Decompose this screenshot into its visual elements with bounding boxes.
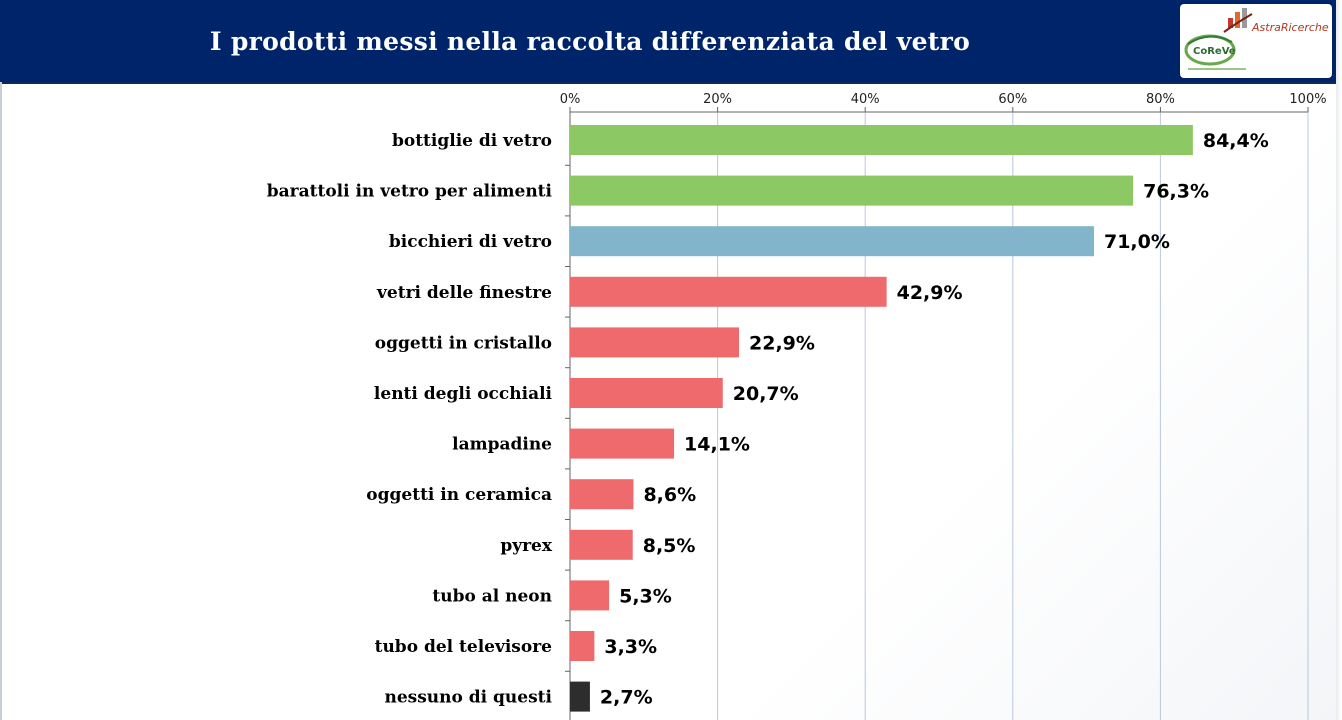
slide-right-border <box>1336 0 1342 720</box>
category-label: pyrex <box>500 536 553 556</box>
research-logo-text: AstraRicerche <box>1251 21 1329 34</box>
bar <box>570 226 1094 257</box>
category-label: vetri delle finestre <box>376 283 552 303</box>
logo-box: AstraRicerche CoReVe <box>1180 4 1332 78</box>
bar <box>570 327 740 358</box>
category-label: bicchieri di vetro <box>389 232 552 252</box>
bar <box>570 428 675 459</box>
data-label: 71,0% <box>1104 231 1170 253</box>
page-title: I prodotti messi nella raccolta differen… <box>209 27 971 56</box>
data-label: 42,9% <box>897 282 963 304</box>
coreve-logo-text: CoReVe <box>1193 46 1236 57</box>
x-tick-label: 80% <box>1146 92 1175 107</box>
header-bar: I prodotti messi nella raccolta differen… <box>0 0 1342 84</box>
x-tick-label: 40% <box>851 92 880 107</box>
data-label: 22,9% <box>749 332 815 354</box>
bar <box>570 681 590 712</box>
x-tick-label: 100% <box>1289 92 1326 107</box>
category-label: lampadine <box>452 435 552 455</box>
logos-graphic: AstraRicerche CoReVe <box>1184 8 1329 70</box>
category-label: tubo al neon <box>432 586 552 606</box>
x-tick-label: 20% <box>703 92 732 107</box>
data-label: 8,6% <box>643 484 696 506</box>
bar <box>570 631 595 661</box>
data-label: 5,3% <box>619 585 672 607</box>
data-label: 76,3% <box>1143 181 1209 203</box>
data-label: 20,7% <box>733 383 799 405</box>
bar <box>570 479 634 510</box>
bar <box>570 175 1134 206</box>
bar <box>570 378 723 408</box>
category-label: barattoli in vetro per alimenti <box>267 182 553 202</box>
category-label: oggetti in cristallo <box>375 333 552 353</box>
bar-chart-logo-icon <box>1223 8 1253 33</box>
category-label: nessuno di questi <box>384 688 552 708</box>
category-label: bottiglie di vetro <box>392 131 552 151</box>
data-label: 2,7% <box>600 687 653 709</box>
data-label: 3,3% <box>604 636 657 658</box>
bar <box>570 276 887 307</box>
category-label: oggetti in ceramica <box>366 485 552 505</box>
coreve-logo-icon <box>1184 34 1236 66</box>
data-label: 84,4% <box>1203 130 1269 152</box>
slide-left-border <box>0 82 2 720</box>
bar <box>570 580 610 611</box>
data-label: 14,1% <box>684 434 750 456</box>
bar <box>570 125 1193 155</box>
bar <box>570 529 633 560</box>
category-label: tubo del televisore <box>375 637 553 657</box>
category-label: lenti degli occhiali <box>374 384 553 404</box>
x-tick-label: 0% <box>560 92 581 107</box>
data-label: 8,5% <box>643 535 696 557</box>
x-tick-label: 60% <box>998 92 1027 107</box>
